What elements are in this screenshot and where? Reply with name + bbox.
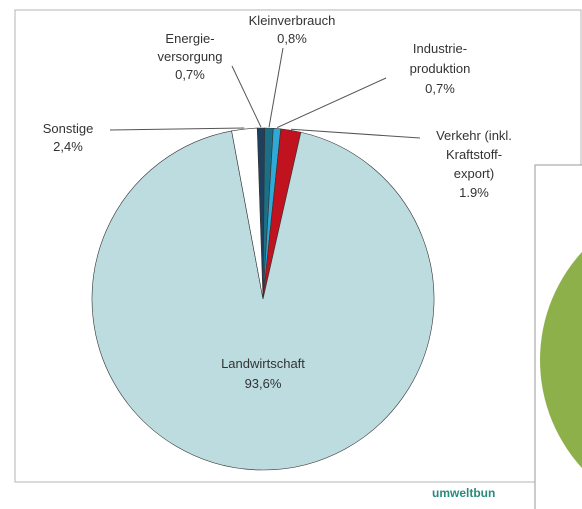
footer-logo: umweltbun [432, 486, 495, 500]
value-label: 93,6% [245, 376, 282, 391]
slice-label: Industrie-produktion 0,7% [410, 41, 471, 96]
slice-label: Kleinverbrauch 0,8% [249, 13, 336, 46]
overlay-circle [540, 252, 582, 468]
leader-line [231, 65, 262, 128]
slice-label: Verkehr (inkl. Kraftstoff-export) 1.9% [436, 128, 512, 200]
pie [91, 127, 435, 471]
slice-label: Landwirtschaft 93,6% [221, 356, 305, 391]
leader-line [109, 127, 245, 131]
label-line: Kraftstoff- [446, 147, 502, 162]
label-line: Landwirtschaft [221, 356, 305, 371]
label-line: Energie- [165, 31, 214, 46]
label-line: Industrie- [413, 41, 467, 56]
slice-label: Energie-versorgung 0,7% [157, 31, 222, 82]
leader-line [268, 47, 284, 128]
label-line: versorgung [157, 49, 222, 64]
pie-slice [91, 130, 435, 471]
label-line: Kleinverbrauch [249, 13, 336, 28]
pie-slice [231, 127, 264, 300]
slice-label: Sonstige 2,4% [43, 121, 94, 154]
value-label: 0,8% [277, 31, 307, 46]
value-label: 2,4% [53, 139, 83, 154]
value-label: 1.9% [459, 185, 489, 200]
label-line: Sonstige [43, 121, 94, 136]
label-line: export) [454, 166, 494, 181]
label-line: produktion [410, 61, 471, 76]
value-label: 0,7% [425, 81, 455, 96]
value-label: 0,7% [175, 67, 205, 82]
label-line: Verkehr (inkl. [436, 128, 512, 143]
leader-line [276, 77, 387, 129]
leader-line [291, 128, 421, 139]
